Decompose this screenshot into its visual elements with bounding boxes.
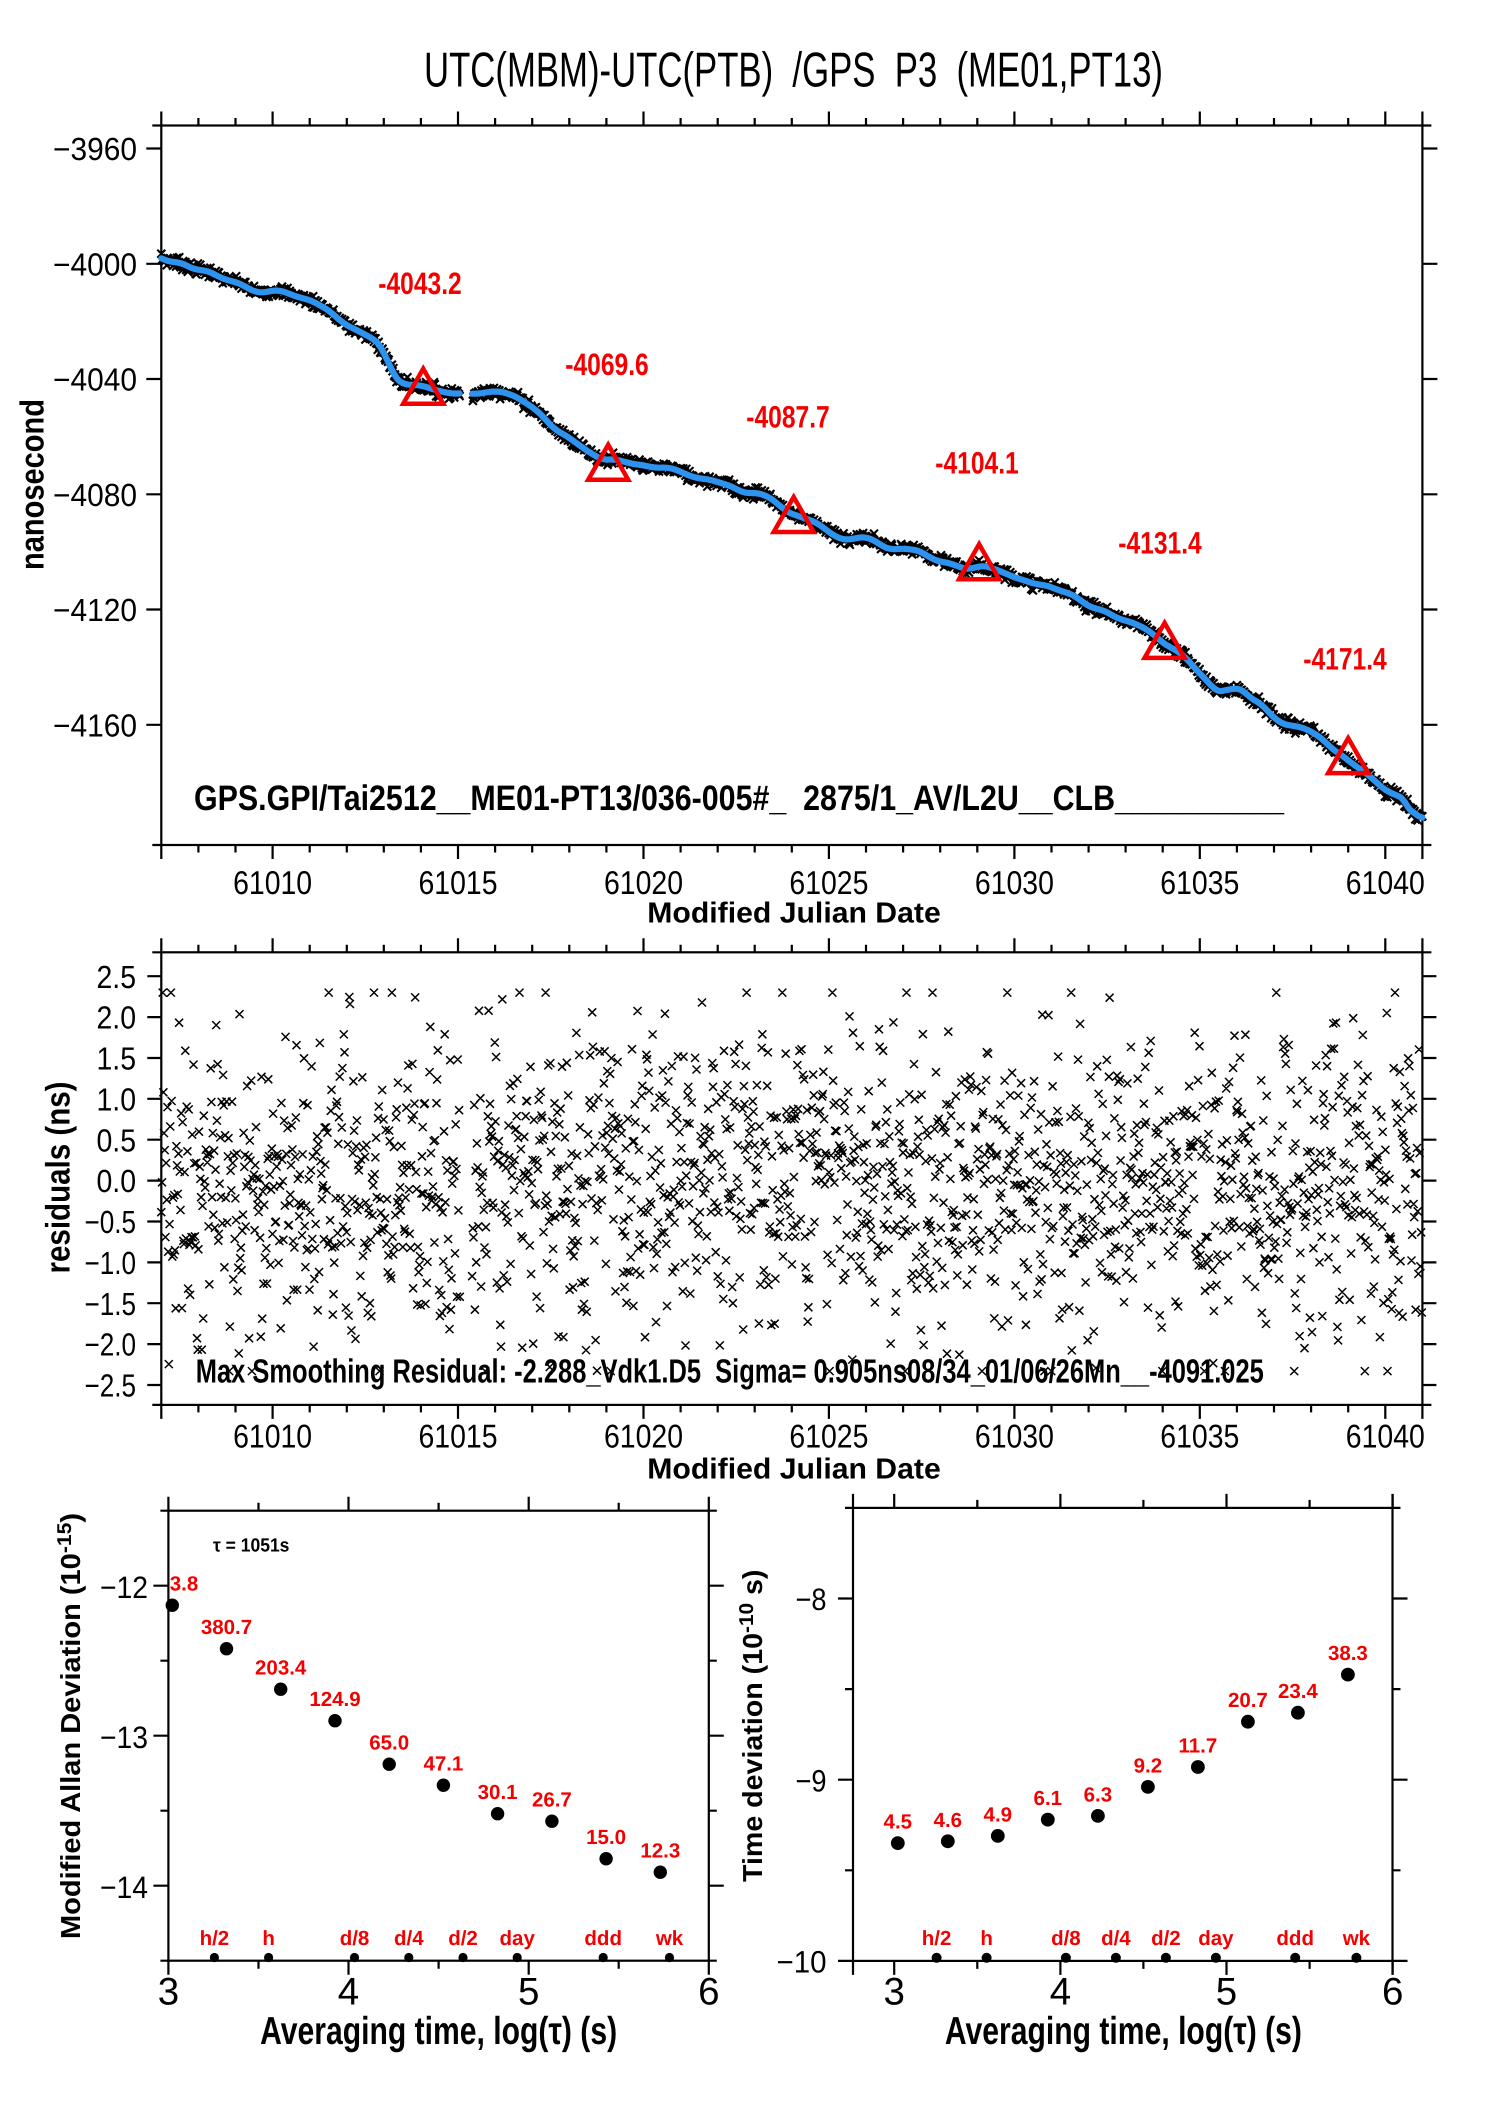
svg-text:61015: 61015 <box>419 864 498 901</box>
svg-text:-4104.1: -4104.1 <box>935 445 1019 480</box>
svg-text:−1.0: −1.0 <box>85 1245 137 1281</box>
svg-text:d/2: d/2 <box>1151 1927 1181 1950</box>
svg-text:−12: −12 <box>100 1570 148 1605</box>
svg-text:−10: −10 <box>777 1945 827 1980</box>
svg-text:Averaging time, log(τ) (s): Averaging time, log(τ) (s) <box>945 2010 1302 2053</box>
svg-text:4.5: 4.5 <box>884 1811 913 1834</box>
svg-text:−4160: −4160 <box>53 707 137 743</box>
svg-text:h/2: h/2 <box>922 1927 952 1950</box>
svg-text:3.8: 3.8 <box>170 1573 199 1596</box>
svg-text:47.1: 47.1 <box>423 1753 463 1776</box>
svg-text:−3960: −3960 <box>53 131 137 167</box>
svg-text:−4040: −4040 <box>53 362 137 398</box>
svg-text:5: 5 <box>518 1971 539 2014</box>
svg-text:3: 3 <box>158 1971 179 2014</box>
svg-text:Modified Julian Date: Modified Julian Date <box>647 897 941 929</box>
svg-text:6.1: 6.1 <box>1034 1787 1063 1810</box>
svg-text:ddd: ddd <box>1276 1927 1314 1950</box>
svg-text:−14: −14 <box>100 1870 148 1905</box>
svg-text:d/8: d/8 <box>340 1927 370 1950</box>
svg-text:23.4: 23.4 <box>1278 1680 1318 1703</box>
svg-text:61025: 61025 <box>789 1418 868 1455</box>
svg-text:6: 6 <box>1382 1971 1403 2014</box>
svg-text:−13: −13 <box>100 1720 148 1755</box>
svg-text:1.0: 1.0 <box>97 1081 137 1117</box>
svg-text:−2.5: −2.5 <box>85 1368 137 1404</box>
svg-text:65.0: 65.0 <box>369 1732 409 1755</box>
svg-text:38.3: 38.3 <box>1328 1642 1368 1665</box>
svg-text:15.0: 15.0 <box>586 1826 626 1849</box>
svg-text:61025: 61025 <box>789 864 868 901</box>
svg-text:−4120: −4120 <box>53 592 137 628</box>
svg-text:61030: 61030 <box>975 864 1054 901</box>
svg-text:wk: wk <box>655 1927 684 1950</box>
svg-text:d/4: d/4 <box>1101 1927 1131 1950</box>
svg-text:4.9: 4.9 <box>984 1803 1013 1826</box>
svg-text:61040: 61040 <box>1346 1418 1425 1455</box>
svg-text:61020: 61020 <box>604 864 683 901</box>
svg-text:h: h <box>980 1927 993 1950</box>
svg-text:0.5: 0.5 <box>97 1122 137 1158</box>
svg-text:Modified Allan Deviation (10-1: Modified Allan Deviation (10-15) <box>54 1513 86 1939</box>
svg-text:-4171.4: -4171.4 <box>1303 641 1387 676</box>
svg-text:d/8: d/8 <box>1051 1927 1081 1950</box>
svg-text:−9: −9 <box>796 1763 827 1798</box>
svg-text:−0.5: −0.5 <box>85 1204 137 1240</box>
svg-text:Modified Julian Date: Modified Julian Date <box>647 1454 941 1486</box>
svg-text:UTC(MBM)-UTC(PTB) /GPS P3 (: UTC(MBM)-UTC(PTB) /GPS P3 (ME01,PT13) <box>424 44 1163 98</box>
svg-text:6.3: 6.3 <box>1084 1783 1113 1806</box>
svg-text:h: h <box>262 1927 275 1950</box>
svg-text:Averaging time, log(τ) (s): Averaging time, log(τ) (s) <box>260 2010 617 2053</box>
svg-text:residuals (ns): residuals (ns) <box>40 1082 78 1274</box>
svg-text:τ = 1051s: τ = 1051s <box>213 1536 289 1557</box>
svg-text:d/2: d/2 <box>448 1927 478 1950</box>
svg-text:-4131.4: -4131.4 <box>1118 525 1202 560</box>
svg-text:61035: 61035 <box>1160 1418 1239 1455</box>
svg-text:ddd: ddd <box>584 1927 622 1950</box>
svg-text:203.4: 203.4 <box>255 1657 307 1680</box>
svg-text:nanosecond: nanosecond <box>14 399 51 570</box>
svg-text:4: 4 <box>1050 1971 1071 2014</box>
svg-text:-4043.2: -4043.2 <box>378 266 462 301</box>
svg-text:h/2: h/2 <box>200 1927 230 1950</box>
svg-text:4: 4 <box>338 1971 359 2014</box>
svg-text:61010: 61010 <box>233 1418 312 1455</box>
svg-text:day: day <box>500 1927 536 1950</box>
svg-text:3: 3 <box>883 1971 904 2014</box>
svg-text:wk: wk <box>1342 1927 1371 1950</box>
svg-text:124.9: 124.9 <box>309 1688 360 1711</box>
svg-text:380.7: 380.7 <box>201 1616 252 1639</box>
svg-text:11.7: 11.7 <box>1179 1735 1218 1758</box>
svg-text:−4000: −4000 <box>53 246 137 282</box>
svg-text:Max Smoothing Residual: -2.288: Max Smoothing Residual: -2.288_Vdk1.D5 S… <box>196 1354 1264 1391</box>
svg-text:−2.0: −2.0 <box>85 1327 137 1363</box>
svg-text:12.3: 12.3 <box>640 1840 680 1863</box>
svg-text:2.5: 2.5 <box>97 959 137 995</box>
svg-text:9.2: 9.2 <box>1134 1754 1163 1777</box>
svg-text:-4087.7: -4087.7 <box>746 399 830 434</box>
svg-text:Time deviation (10-10 s): Time deviation (10-10 s) <box>736 1570 768 1882</box>
svg-text:0.0: 0.0 <box>97 1163 137 1199</box>
svg-text:30.1: 30.1 <box>478 1781 518 1804</box>
svg-text:1.5: 1.5 <box>97 1041 137 1077</box>
svg-text:−1.5: −1.5 <box>85 1286 137 1322</box>
svg-text:−8: −8 <box>796 1582 827 1617</box>
svg-text:GPS.GPI/Tai2512__ME01-PT13/036: GPS.GPI/Tai2512__ME01-PT13/036-005#_ 287… <box>194 778 1285 818</box>
svg-text:61015: 61015 <box>419 1418 498 1455</box>
svg-text:61020: 61020 <box>604 1418 683 1455</box>
svg-text:61010: 61010 <box>233 864 312 901</box>
svg-text:-4069.6: -4069.6 <box>565 347 649 382</box>
svg-text:61030: 61030 <box>975 1418 1054 1455</box>
svg-text:61040: 61040 <box>1346 864 1425 901</box>
svg-text:4.6: 4.6 <box>934 1809 963 1832</box>
svg-text:day: day <box>1198 1927 1234 1950</box>
svg-text:20.7: 20.7 <box>1228 1689 1268 1712</box>
svg-text:d/4: d/4 <box>394 1927 424 1950</box>
svg-text:5: 5 <box>1216 1971 1237 2014</box>
svg-text:61035: 61035 <box>1160 864 1239 901</box>
svg-text:2.0: 2.0 <box>97 1000 137 1036</box>
svg-text:−4080: −4080 <box>53 477 137 513</box>
svg-text:6: 6 <box>698 1971 719 2014</box>
svg-text:26.7: 26.7 <box>532 1789 572 1812</box>
